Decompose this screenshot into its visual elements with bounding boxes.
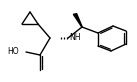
Text: NH: NH	[69, 32, 81, 41]
Polygon shape	[73, 14, 82, 27]
Text: HO: HO	[7, 47, 19, 56]
